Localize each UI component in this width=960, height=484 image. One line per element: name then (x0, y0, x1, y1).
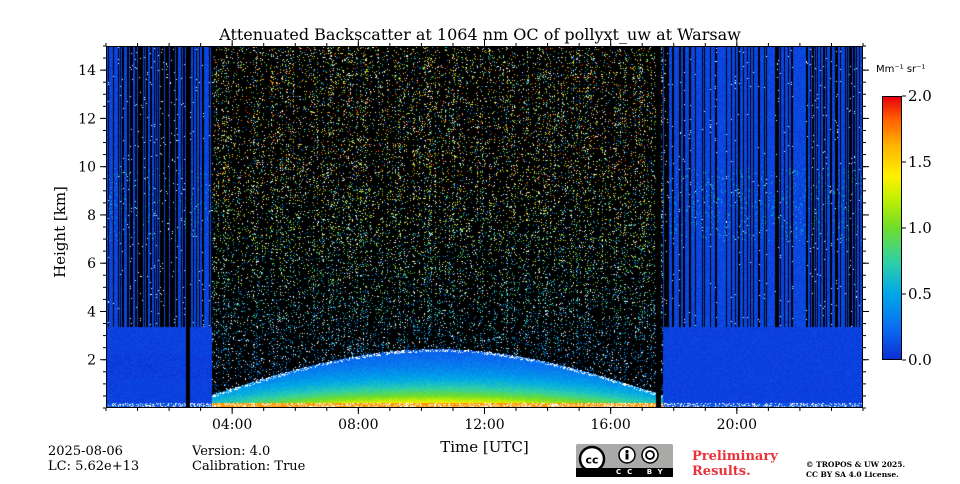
y-tick-label: 6 (87, 256, 96, 272)
chart-title: Attenuated Backscatter at 1064 nm OC of … (219, 25, 741, 44)
svg-text:cc: cc (585, 454, 598, 467)
y-tick-label: 14 (78, 63, 96, 79)
x-tick-label: 16:00 (590, 417, 630, 433)
backscatter-heatmap (107, 47, 862, 407)
footer-calibration: Calibration: True (192, 459, 306, 474)
colorbar-tick-label: 1.5 (908, 153, 932, 171)
footer-version-block: Version: 4.0 Calibration: True (192, 444, 305, 474)
prelim-line-2: Results. (692, 464, 751, 479)
footer-left: 2025-08-06 LC: 5.62e+13 (48, 444, 139, 474)
footer-date: 2025-08-06 (48, 444, 123, 459)
cc-license-badge: cc CC BY SA (576, 444, 673, 484)
colorbar-unit: Mm⁻¹ sr⁻¹ (876, 64, 926, 75)
x-axis-label: Time [UTC] (440, 438, 529, 456)
colorbar-tick-label: 2.0 (908, 87, 932, 105)
colorbar-tick-label: 1.0 (908, 219, 932, 237)
x-tick-label: 08:00 (338, 417, 378, 433)
x-tick-label: 12:00 (464, 417, 504, 433)
y-tick-label: 12 (78, 111, 96, 127)
sa-icon (641, 446, 659, 464)
y-tick-label: 8 (87, 208, 96, 224)
x-tick-label: 20:00 (717, 417, 757, 433)
preliminary-notice: Preliminary Results. (692, 449, 778, 479)
y-tick-label: 2 (87, 353, 96, 369)
copyright-notice: © TROPOS & UW 2025. CC BY SA 4.0 License… (806, 460, 905, 480)
y-tick-label: 10 (78, 160, 96, 176)
colorbar-tick-label: 0.0 (908, 351, 932, 369)
plot-area (106, 46, 863, 408)
copyright-line-2: CC BY SA 4.0 License. (806, 470, 899, 479)
footer-version: Version: 4.0 (192, 444, 271, 459)
colorbar (882, 96, 902, 360)
x-tick-label: 04:00 (212, 417, 252, 433)
cc-badge-text: CC BY SA (616, 468, 669, 484)
colorbar-tick-label: 0.5 (908, 285, 932, 303)
footer-lc: LC: 5.62e+13 (48, 459, 140, 474)
prelim-line-1: Preliminary (692, 449, 778, 464)
copyright-line-1: © TROPOS & UW 2025. (806, 460, 906, 469)
y-tick-label: 4 (87, 304, 96, 320)
